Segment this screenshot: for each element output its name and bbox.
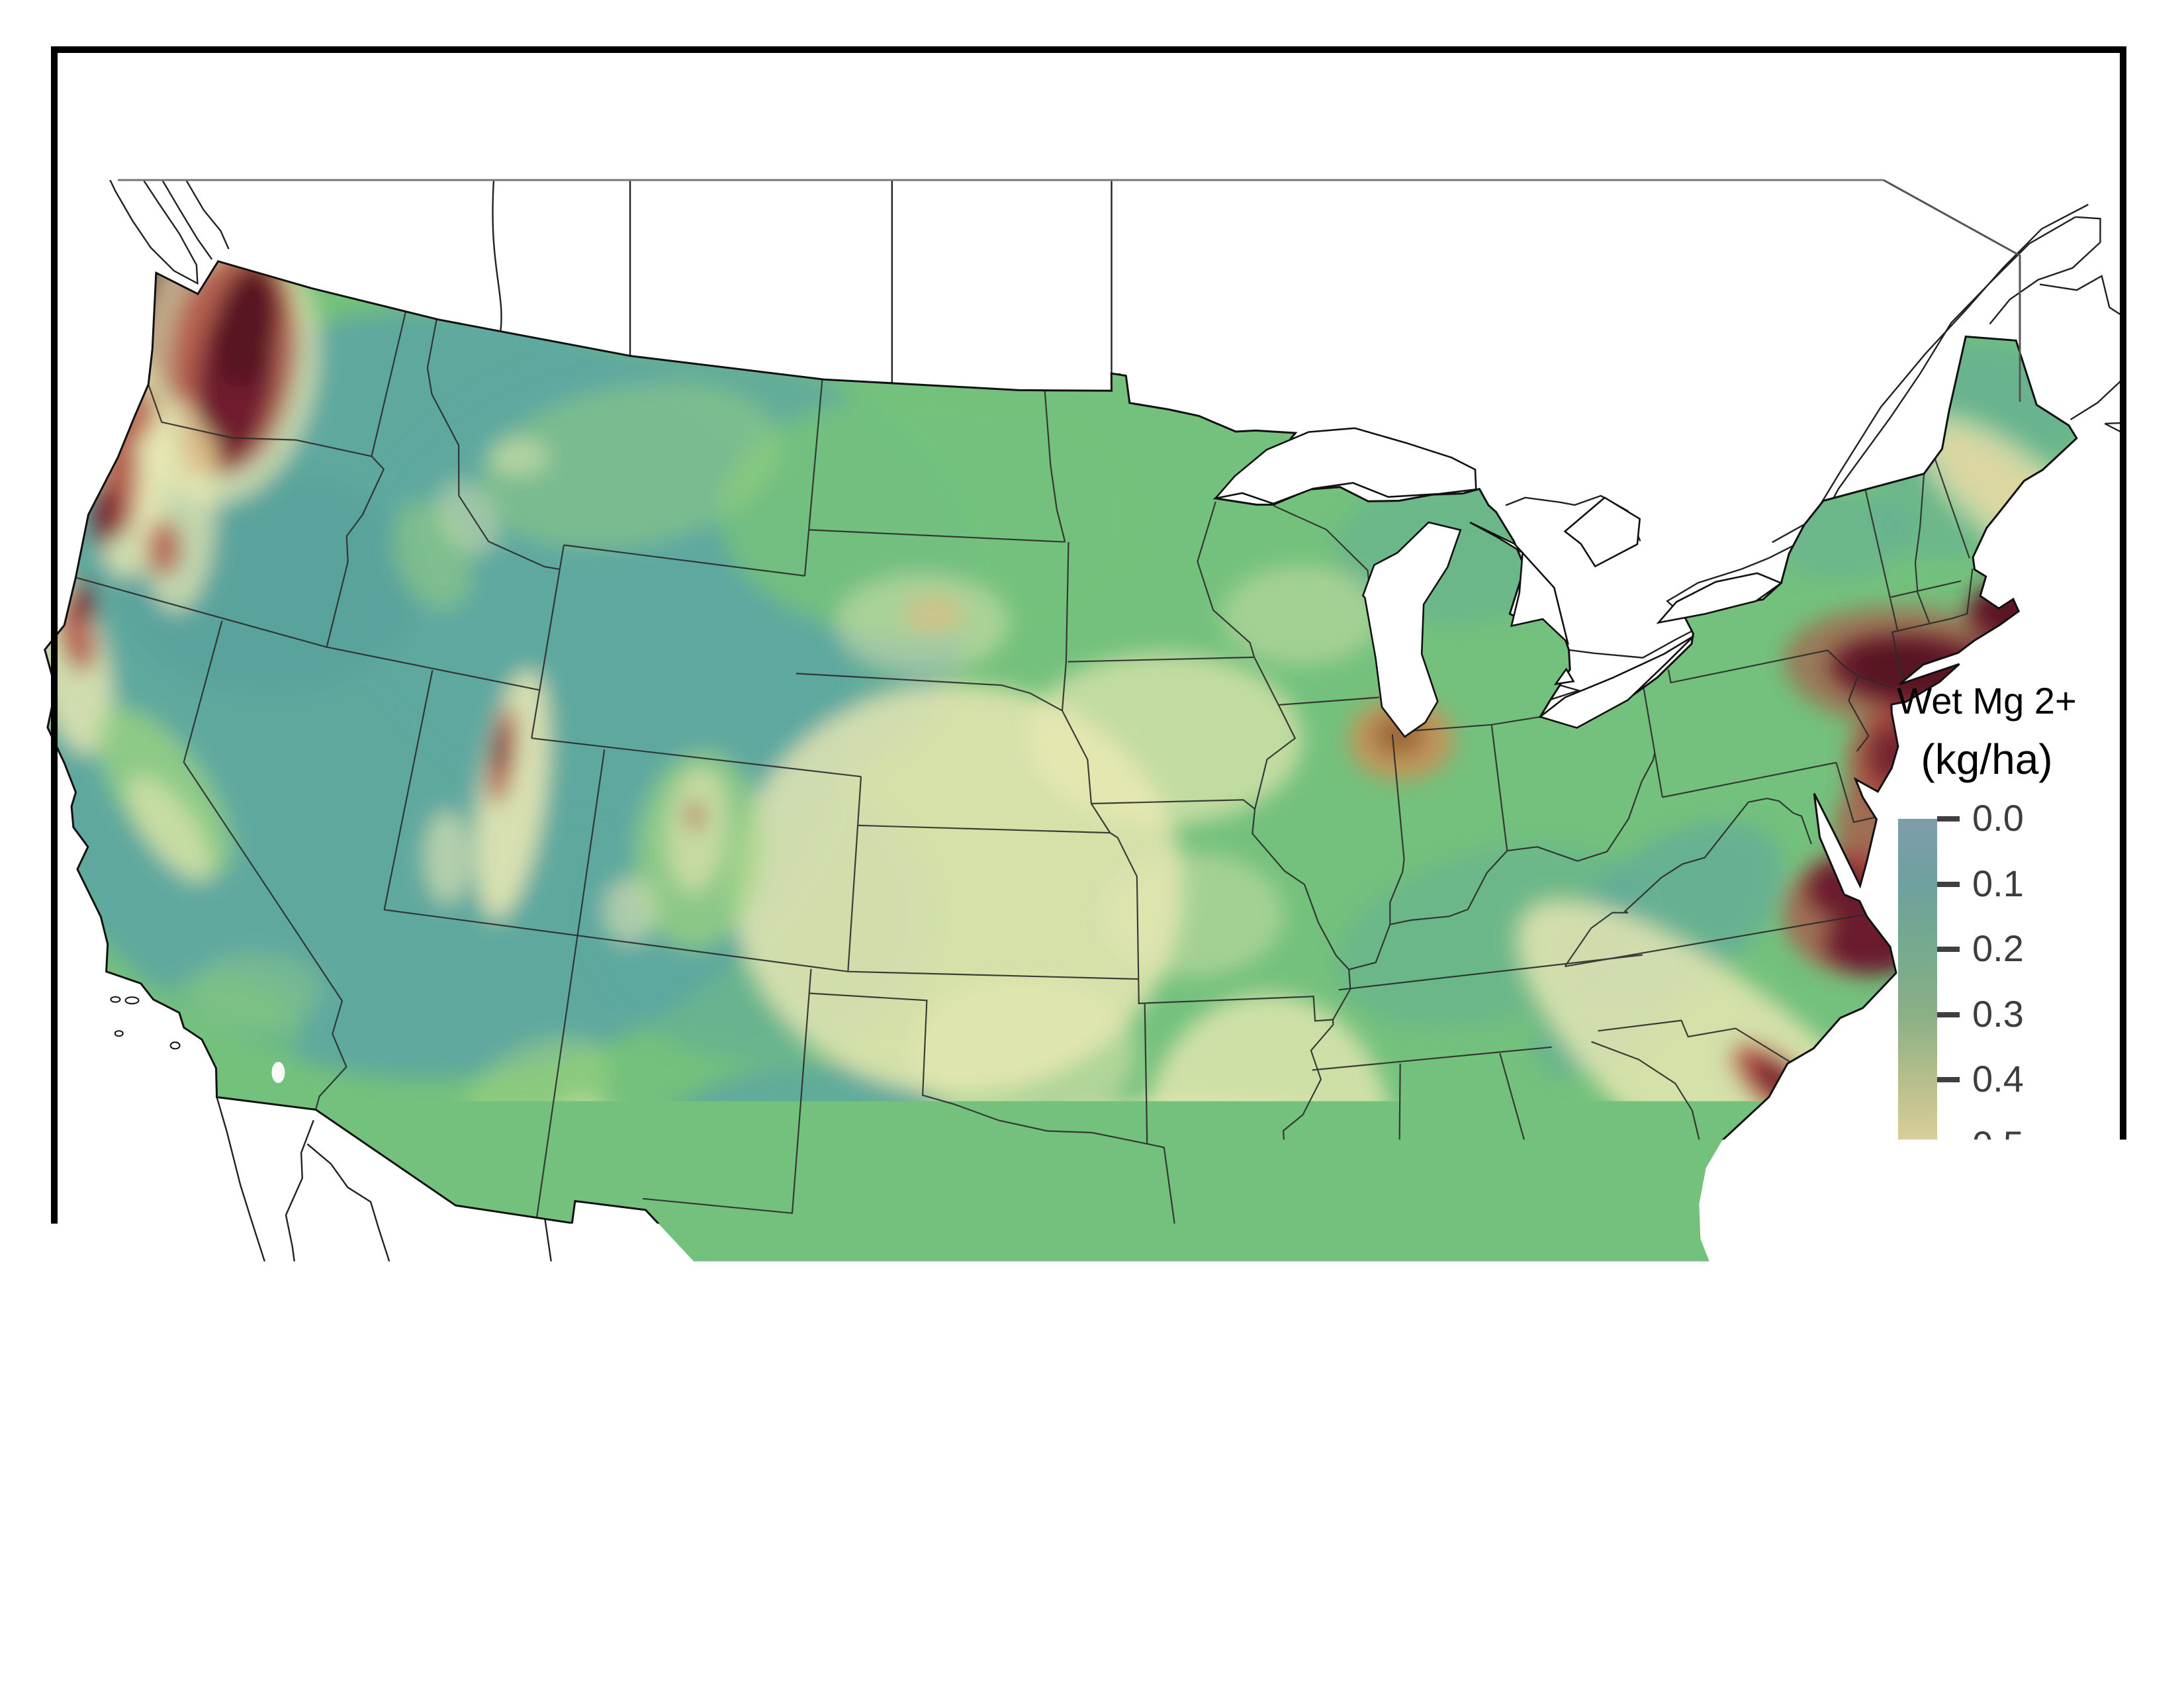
tick-label: >1.0 [1972, 1449, 2046, 1492]
tick-label: 0.1 [1972, 862, 2024, 905]
tick-label: 0.3 [1972, 992, 2024, 1035]
tick-label: 0.7 [1972, 1253, 2024, 1296]
tick-label: 0.8 [1972, 1319, 2024, 1362]
tick-label: 0.9 [1972, 1383, 2024, 1427]
tick-dash-icon [1937, 1273, 1960, 1278]
figure-frame-border [51, 46, 2126, 1634]
tick-label: 0.2 [1972, 927, 2024, 970]
tick-label: 0.0 [1972, 796, 2024, 839]
figure-page: Wet Mg 2+ (kg/ha) 0.0 0.1 0.2 0.3 0.4 0.5 0.6 0… [0, 0, 2184, 1688]
tick-dash-icon [1937, 1469, 1960, 1474]
tick-label: 0.6 [1972, 1188, 2024, 1231]
colorbar-ticks: 0.0 0.1 0.2 0.3 0.4 0.5 0.6 0.7 0.8 0.9 >1.0 [1898, 819, 2110, 1472]
agency-date-caption: USEPA 11/04/23 [1776, 1597, 2105, 1641]
source-caption: Source: v2023.01, data: CASTNET/CMAQ/NAD… [102, 1597, 1063, 1641]
legend-title: Wet Mg 2+ [1881, 680, 2093, 722]
tick-dash-icon [1937, 947, 1960, 952]
tick-dash-icon [1937, 1338, 1960, 1344]
map-title: Wet magnesium deposition 1921 [1272, 1526, 2078, 1579]
tick-label: 0.4 [1972, 1057, 2024, 1100]
tick-dash-icon [1937, 1208, 1960, 1213]
tick-dash-icon [1937, 816, 1960, 821]
tick-dash-icon [1937, 1077, 1960, 1082]
tick-label: 0.5 [1972, 1123, 2024, 1166]
tick-dash-icon [1937, 1012, 1960, 1017]
tick-dash-icon [1937, 1143, 1960, 1148]
tick-dash-icon [1937, 1403, 1960, 1409]
legend-units: (kg/ha) [1881, 736, 2093, 782]
tick-dash-icon [1937, 882, 1960, 887]
